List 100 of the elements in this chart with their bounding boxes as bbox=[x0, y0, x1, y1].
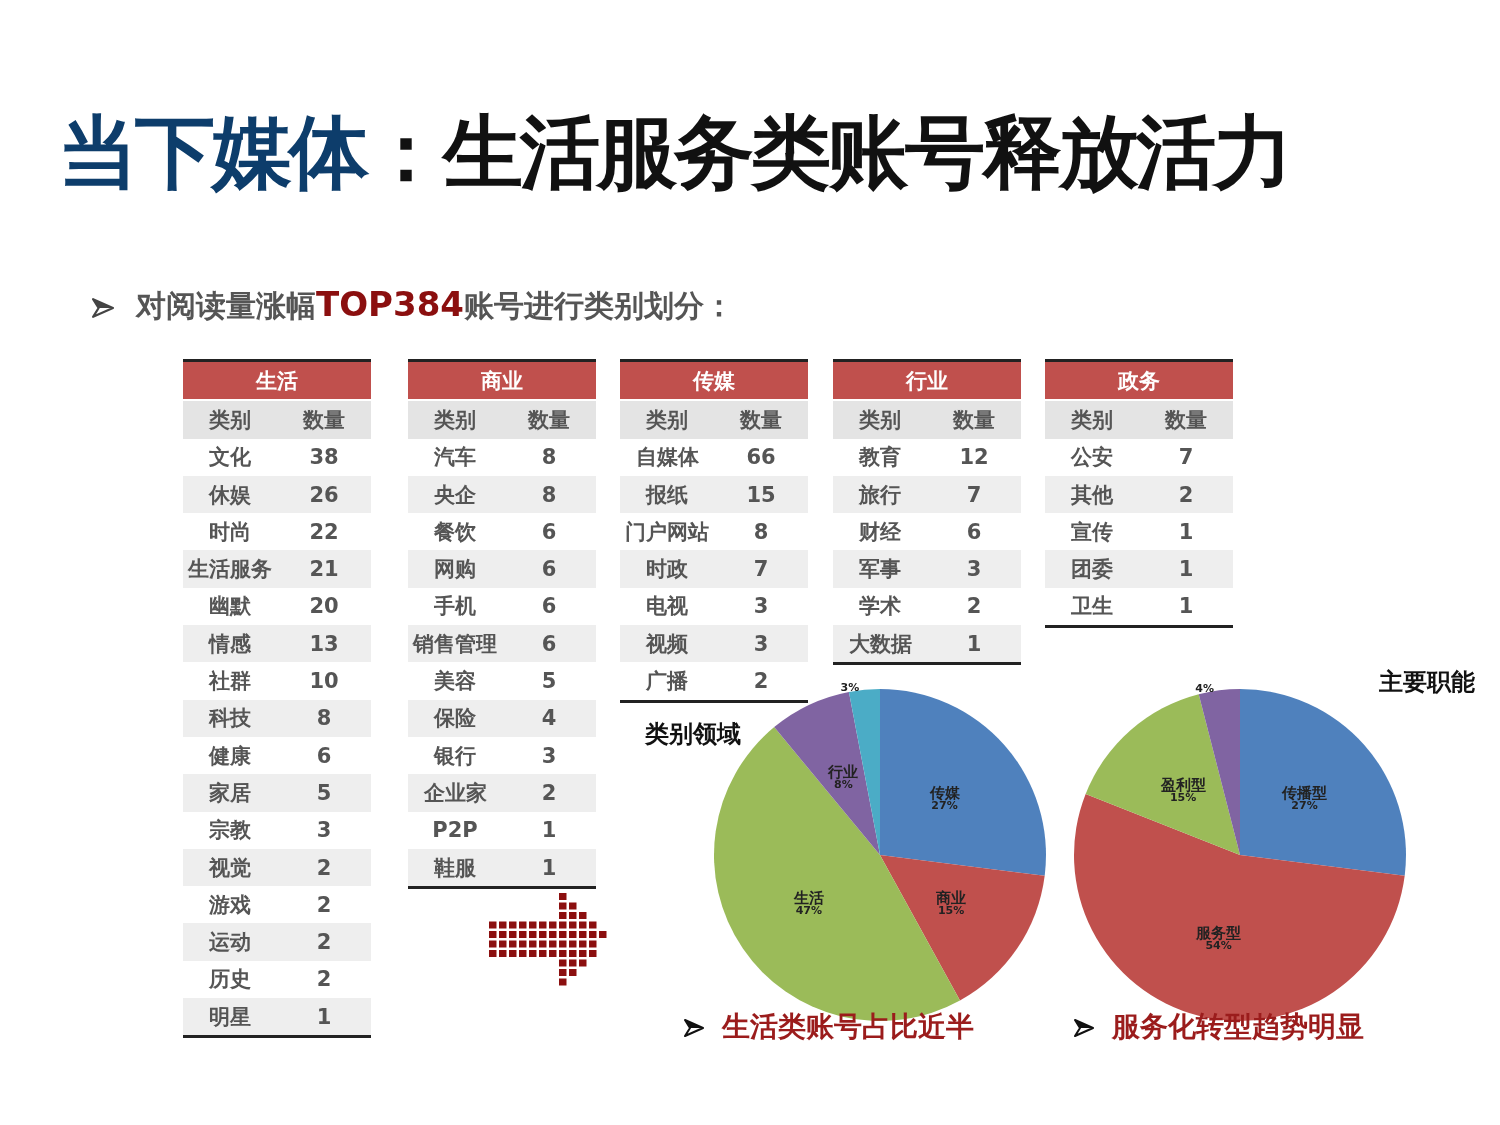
text: 对阅读量涨幅TOP384账号进行类别划分： bbox=[136, 284, 734, 324]
data-label: 1 bbox=[540, 818, 558, 843]
text: 生活 bbox=[183, 362, 371, 400]
category-label: 汽车 bbox=[433, 444, 477, 472]
data-label: 4 bbox=[540, 706, 558, 731]
category-label: 文化 bbox=[208, 444, 252, 472]
category-label: 财经 bbox=[858, 518, 902, 546]
slice-label: 生活 bbox=[792, 888, 824, 907]
category-label: 明星 bbox=[208, 1003, 252, 1031]
text: 数量 bbox=[526, 406, 571, 434]
category-label: 视觉 bbox=[207, 854, 252, 882]
category-label: 健康 bbox=[207, 742, 252, 770]
data-label: 12 bbox=[958, 445, 990, 470]
category-label: 宣传 bbox=[1070, 518, 1114, 546]
category-label: 社群 bbox=[207, 668, 252, 695]
category-label: 旅行 bbox=[858, 481, 902, 509]
data-label: 5 bbox=[540, 669, 558, 694]
slice-label: 服务型 bbox=[1195, 923, 1242, 942]
category-label: 游戏 bbox=[208, 891, 252, 919]
data-label: 4% bbox=[1195, 681, 1214, 695]
data-label: 38 bbox=[308, 445, 340, 470]
data-label: 6 bbox=[540, 557, 558, 582]
category-label: 休娱 bbox=[207, 481, 252, 509]
category-label: 其他 bbox=[1070, 481, 1114, 509]
category-label: 银行 bbox=[432, 742, 477, 770]
data-label: 13 bbox=[308, 631, 340, 656]
data-label: 8 bbox=[315, 706, 333, 731]
data-label: 2 bbox=[315, 855, 333, 880]
data-label: 8 bbox=[752, 519, 770, 544]
text: 类别领域 bbox=[644, 720, 741, 748]
category-label: 宗教 bbox=[208, 817, 252, 845]
category-label: 家居 bbox=[208, 779, 252, 807]
category-label: 时政 bbox=[645, 556, 689, 584]
chart-title: 主要职能 bbox=[1378, 668, 1475, 696]
category-label: 公安 bbox=[1070, 444, 1114, 472]
category-label: 视频 bbox=[644, 630, 689, 658]
text: 生活类账号占比近半 bbox=[720, 1009, 974, 1045]
category-label: 保险 bbox=[432, 705, 477, 733]
category-label: 门户网站 bbox=[624, 518, 710, 546]
text: 数量 bbox=[301, 406, 346, 434]
data-label: 6 bbox=[540, 519, 558, 544]
category-label: 幽默 bbox=[208, 593, 252, 621]
category-label: 运动 bbox=[208, 929, 252, 957]
category-label: 餐饮 bbox=[433, 518, 477, 546]
text: 类别 bbox=[1070, 406, 1114, 434]
data-label: 2 bbox=[965, 594, 983, 619]
category-label: 销售管理 bbox=[411, 630, 498, 658]
data-label: 22 bbox=[308, 519, 340, 544]
data-label: 10 bbox=[308, 669, 340, 694]
text: 传媒 bbox=[620, 362, 808, 400]
data-label: 54% bbox=[1205, 939, 1232, 953]
category-label: 美容 bbox=[433, 668, 477, 695]
data-label: 6 bbox=[965, 519, 983, 544]
category-label: 生活服务 bbox=[186, 556, 273, 584]
text: 数量 bbox=[738, 406, 783, 434]
data-label: 1 bbox=[1177, 557, 1195, 582]
text: 当下媒体：生活服务类账号释放活力 bbox=[58, 106, 1290, 199]
text: 类别 bbox=[858, 406, 902, 434]
category-label: 团委 bbox=[1070, 556, 1114, 584]
text: 商业 bbox=[408, 362, 596, 400]
category-label: 学术 bbox=[858, 593, 902, 621]
text: 服务化转型趋势明显 bbox=[1111, 1009, 1364, 1045]
text: 数量 bbox=[951, 406, 996, 434]
data-label: 3 bbox=[752, 631, 770, 656]
data-label: 2 bbox=[315, 967, 333, 992]
category-label: 手机 bbox=[433, 593, 477, 621]
data-label: 6 bbox=[315, 743, 333, 768]
data-label: 3 bbox=[315, 818, 333, 843]
data-label: 6 bbox=[540, 594, 558, 619]
data-label: 3 bbox=[965, 557, 983, 582]
category-label: 教育 bbox=[857, 444, 902, 472]
category-label: 企业家 bbox=[422, 779, 488, 807]
category-label: 广播 bbox=[645, 668, 689, 695]
data-label: 1 bbox=[1177, 594, 1195, 619]
category-label: 卫生 bbox=[1070, 593, 1114, 621]
text: 数量 bbox=[1163, 406, 1208, 434]
data-label: 20 bbox=[308, 594, 340, 619]
category-label: 大数据 bbox=[847, 630, 913, 658]
text: 政务 bbox=[1045, 362, 1233, 400]
data-label: 15 bbox=[745, 482, 777, 507]
category-label: 历史 bbox=[208, 966, 252, 994]
data-label: 8 bbox=[540, 482, 558, 507]
category-label: 电视 bbox=[645, 593, 689, 621]
data-label: 21 bbox=[308, 557, 340, 582]
category-label: 鞋服 bbox=[433, 854, 477, 882]
data-label: 2 bbox=[315, 930, 333, 955]
text: 类别 bbox=[645, 406, 689, 434]
slice-label: 盈利型 bbox=[1159, 775, 1206, 794]
category-label: 军事 bbox=[858, 556, 902, 584]
data-label: 6 bbox=[540, 631, 558, 656]
category-label: P2P bbox=[431, 818, 479, 843]
data-label: 8 bbox=[540, 445, 558, 470]
category-label: 自媒体 bbox=[634, 444, 700, 472]
data-label: 7 bbox=[965, 482, 983, 507]
text: 类别 bbox=[433, 406, 477, 434]
data-label: 3 bbox=[540, 743, 558, 768]
data-label: 2 bbox=[1177, 482, 1195, 507]
data-label: 5 bbox=[315, 780, 333, 805]
data-label: 3 bbox=[752, 594, 770, 619]
data-label: 7 bbox=[1177, 445, 1195, 470]
